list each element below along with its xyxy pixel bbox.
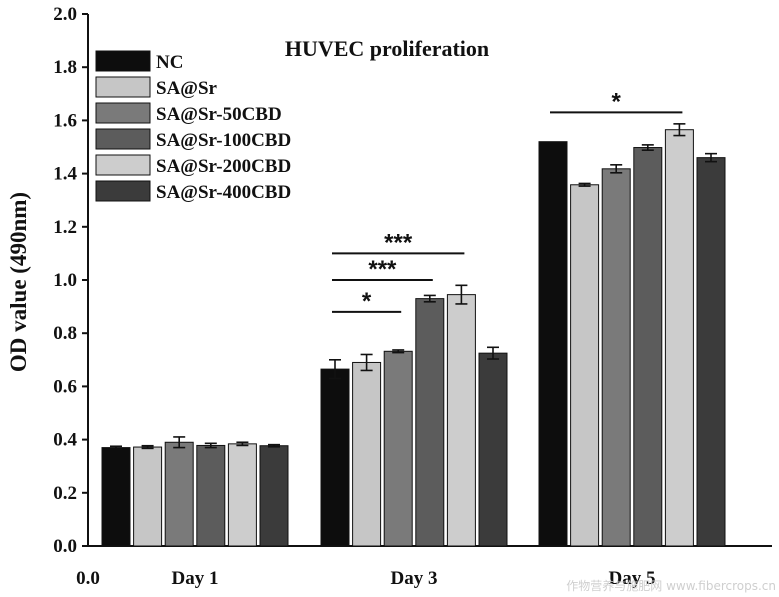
significance-label: * (362, 288, 372, 315)
bar (383, 350, 413, 547)
y-tick-label: 0.0 (53, 536, 77, 557)
y-tick-label: 2.0 (53, 4, 77, 25)
y-tick-label: 1.8 (53, 57, 77, 78)
error-bars (110, 123, 717, 450)
legend: NC SA@Sr SA@Sr-50CBD SA@Sr-100CBD SA@Sr-200C… (95, 50, 291, 203)
bar (664, 129, 694, 547)
y-tick-label: 1.6 (53, 110, 77, 131)
y-tick-label: 0.6 (53, 376, 77, 397)
bar (415, 298, 445, 547)
bar (259, 445, 289, 547)
legend-swatch (95, 102, 151, 124)
significance-label: *** (368, 256, 397, 283)
bar (601, 168, 631, 547)
legend-label: SA@Sr-100CBD (156, 130, 291, 151)
y-tick-label: 0.2 (53, 483, 77, 504)
legend-label: SA@Sr-200CBD (156, 156, 291, 177)
bar (101, 447, 131, 547)
legend-swatch (95, 76, 151, 98)
chart-title: HUVEC proliferation (285, 36, 489, 61)
x-category-label: Day 1 (172, 568, 219, 589)
bar (478, 352, 508, 547)
legend-swatch (95, 180, 151, 202)
legend-swatch (95, 50, 151, 72)
x-category-label: Day 5 (609, 568, 656, 589)
bar (352, 361, 382, 547)
legend-label: SA@Sr-400CBD (156, 182, 291, 203)
bar (320, 368, 350, 547)
bar (227, 443, 257, 547)
bar (446, 294, 476, 547)
x-axis-labels: 0.0 Day 1 Day 3 Day 5 (76, 568, 655, 589)
bar (538, 141, 568, 547)
legend-swatch (95, 154, 151, 176)
bar (570, 184, 600, 547)
x-category-label: Day 3 (391, 568, 438, 589)
x-origin-tick-label: 0.0 (76, 568, 100, 589)
bar (196, 444, 226, 547)
y-tick-label: 1.2 (53, 217, 77, 238)
y-tick-label: 0.4 (53, 430, 77, 451)
y-tick-label: 1.4 (53, 164, 77, 185)
legend-label: SA@Sr (156, 78, 218, 99)
legend-swatch (95, 128, 151, 150)
y-axis-label: OD value (490nm) (6, 192, 31, 372)
bar (164, 441, 194, 547)
bar (133, 446, 163, 547)
bar (696, 157, 726, 547)
significance-markers: ******** (332, 88, 683, 315)
watermark: 作物营养与施肥网 www.fibercrops.cn (566, 578, 776, 593)
significance-label: * (612, 88, 622, 115)
legend-label: NC (156, 52, 183, 73)
y-tick-label: 1.0 (53, 270, 77, 291)
bars (101, 129, 726, 547)
y-tick-label: 0.8 (53, 323, 77, 344)
bar (633, 147, 663, 547)
y-axis-ticks: 0.0 0.2 0.4 0.6 0.8 1.0 1.2 1.4 1.6 1.8 2.0 (53, 4, 88, 557)
legend-label: SA@Sr-50CBD (156, 104, 282, 125)
significance-label: *** (384, 229, 413, 256)
